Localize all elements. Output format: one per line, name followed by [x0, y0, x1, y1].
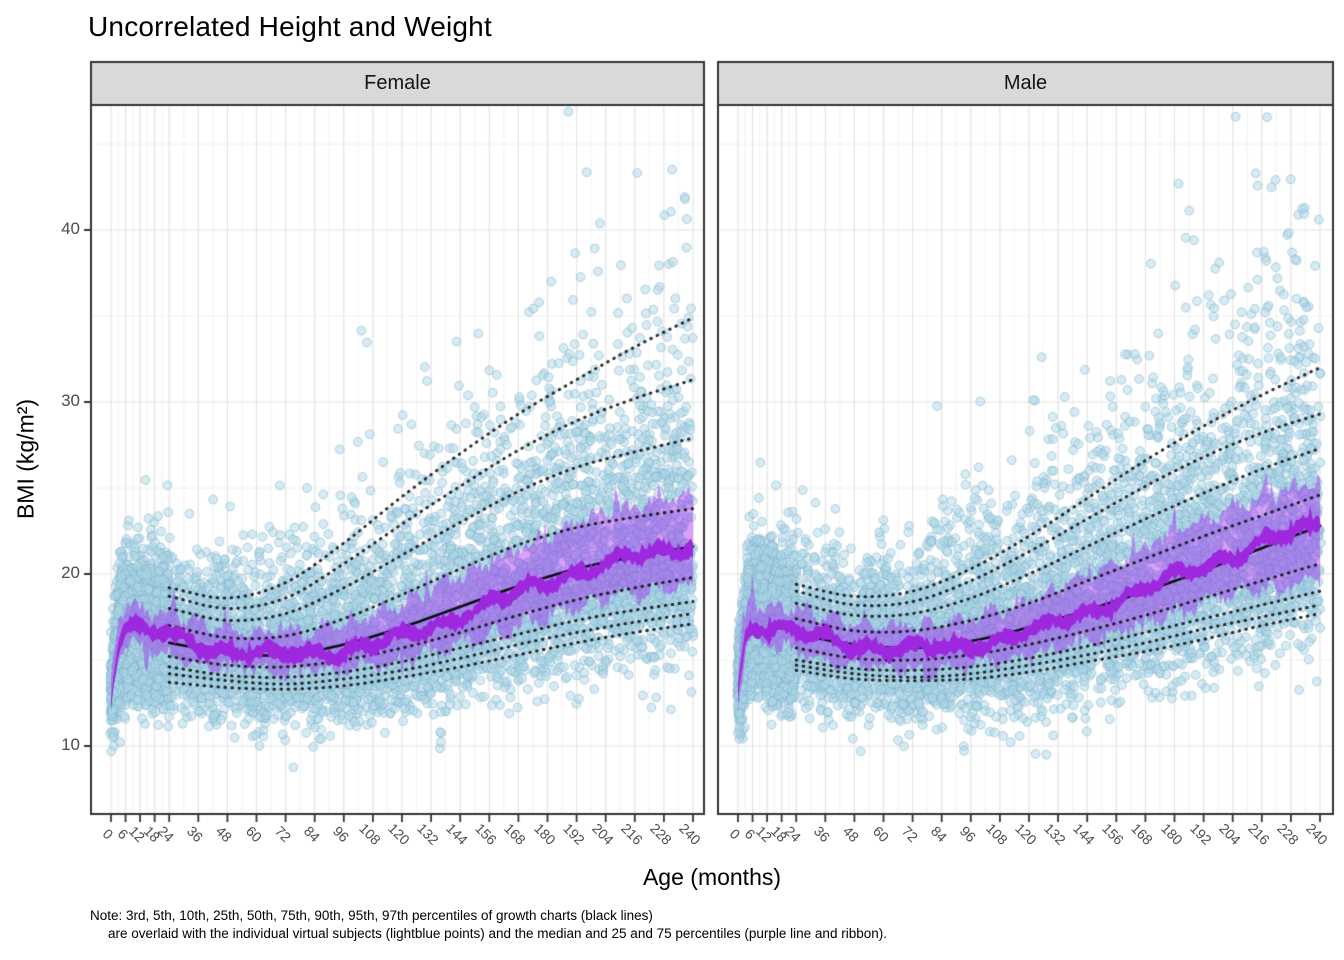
y-tick-label: 30 — [61, 391, 80, 410]
note-line-2: are overlaid with the individual virtual… — [108, 926, 887, 941]
note-line-1: Note: 3rd, 5th, 10th, 25th, 50th, 75th, … — [90, 908, 653, 923]
facet-strip-female: Female — [364, 72, 431, 94]
y-tick-label: 40 — [61, 219, 80, 238]
x-axis-title: Age (months) — [642, 864, 782, 890]
y-tick-label: 10 — [61, 735, 80, 754]
facet-strip-male: Male — [1003, 72, 1048, 94]
y-tick-label: 20 — [61, 563, 80, 582]
y-axis-title: BMI (kg/m²) — [12, 398, 39, 520]
chart-title: Uncorrelated Height and Weight — [88, 11, 492, 42]
